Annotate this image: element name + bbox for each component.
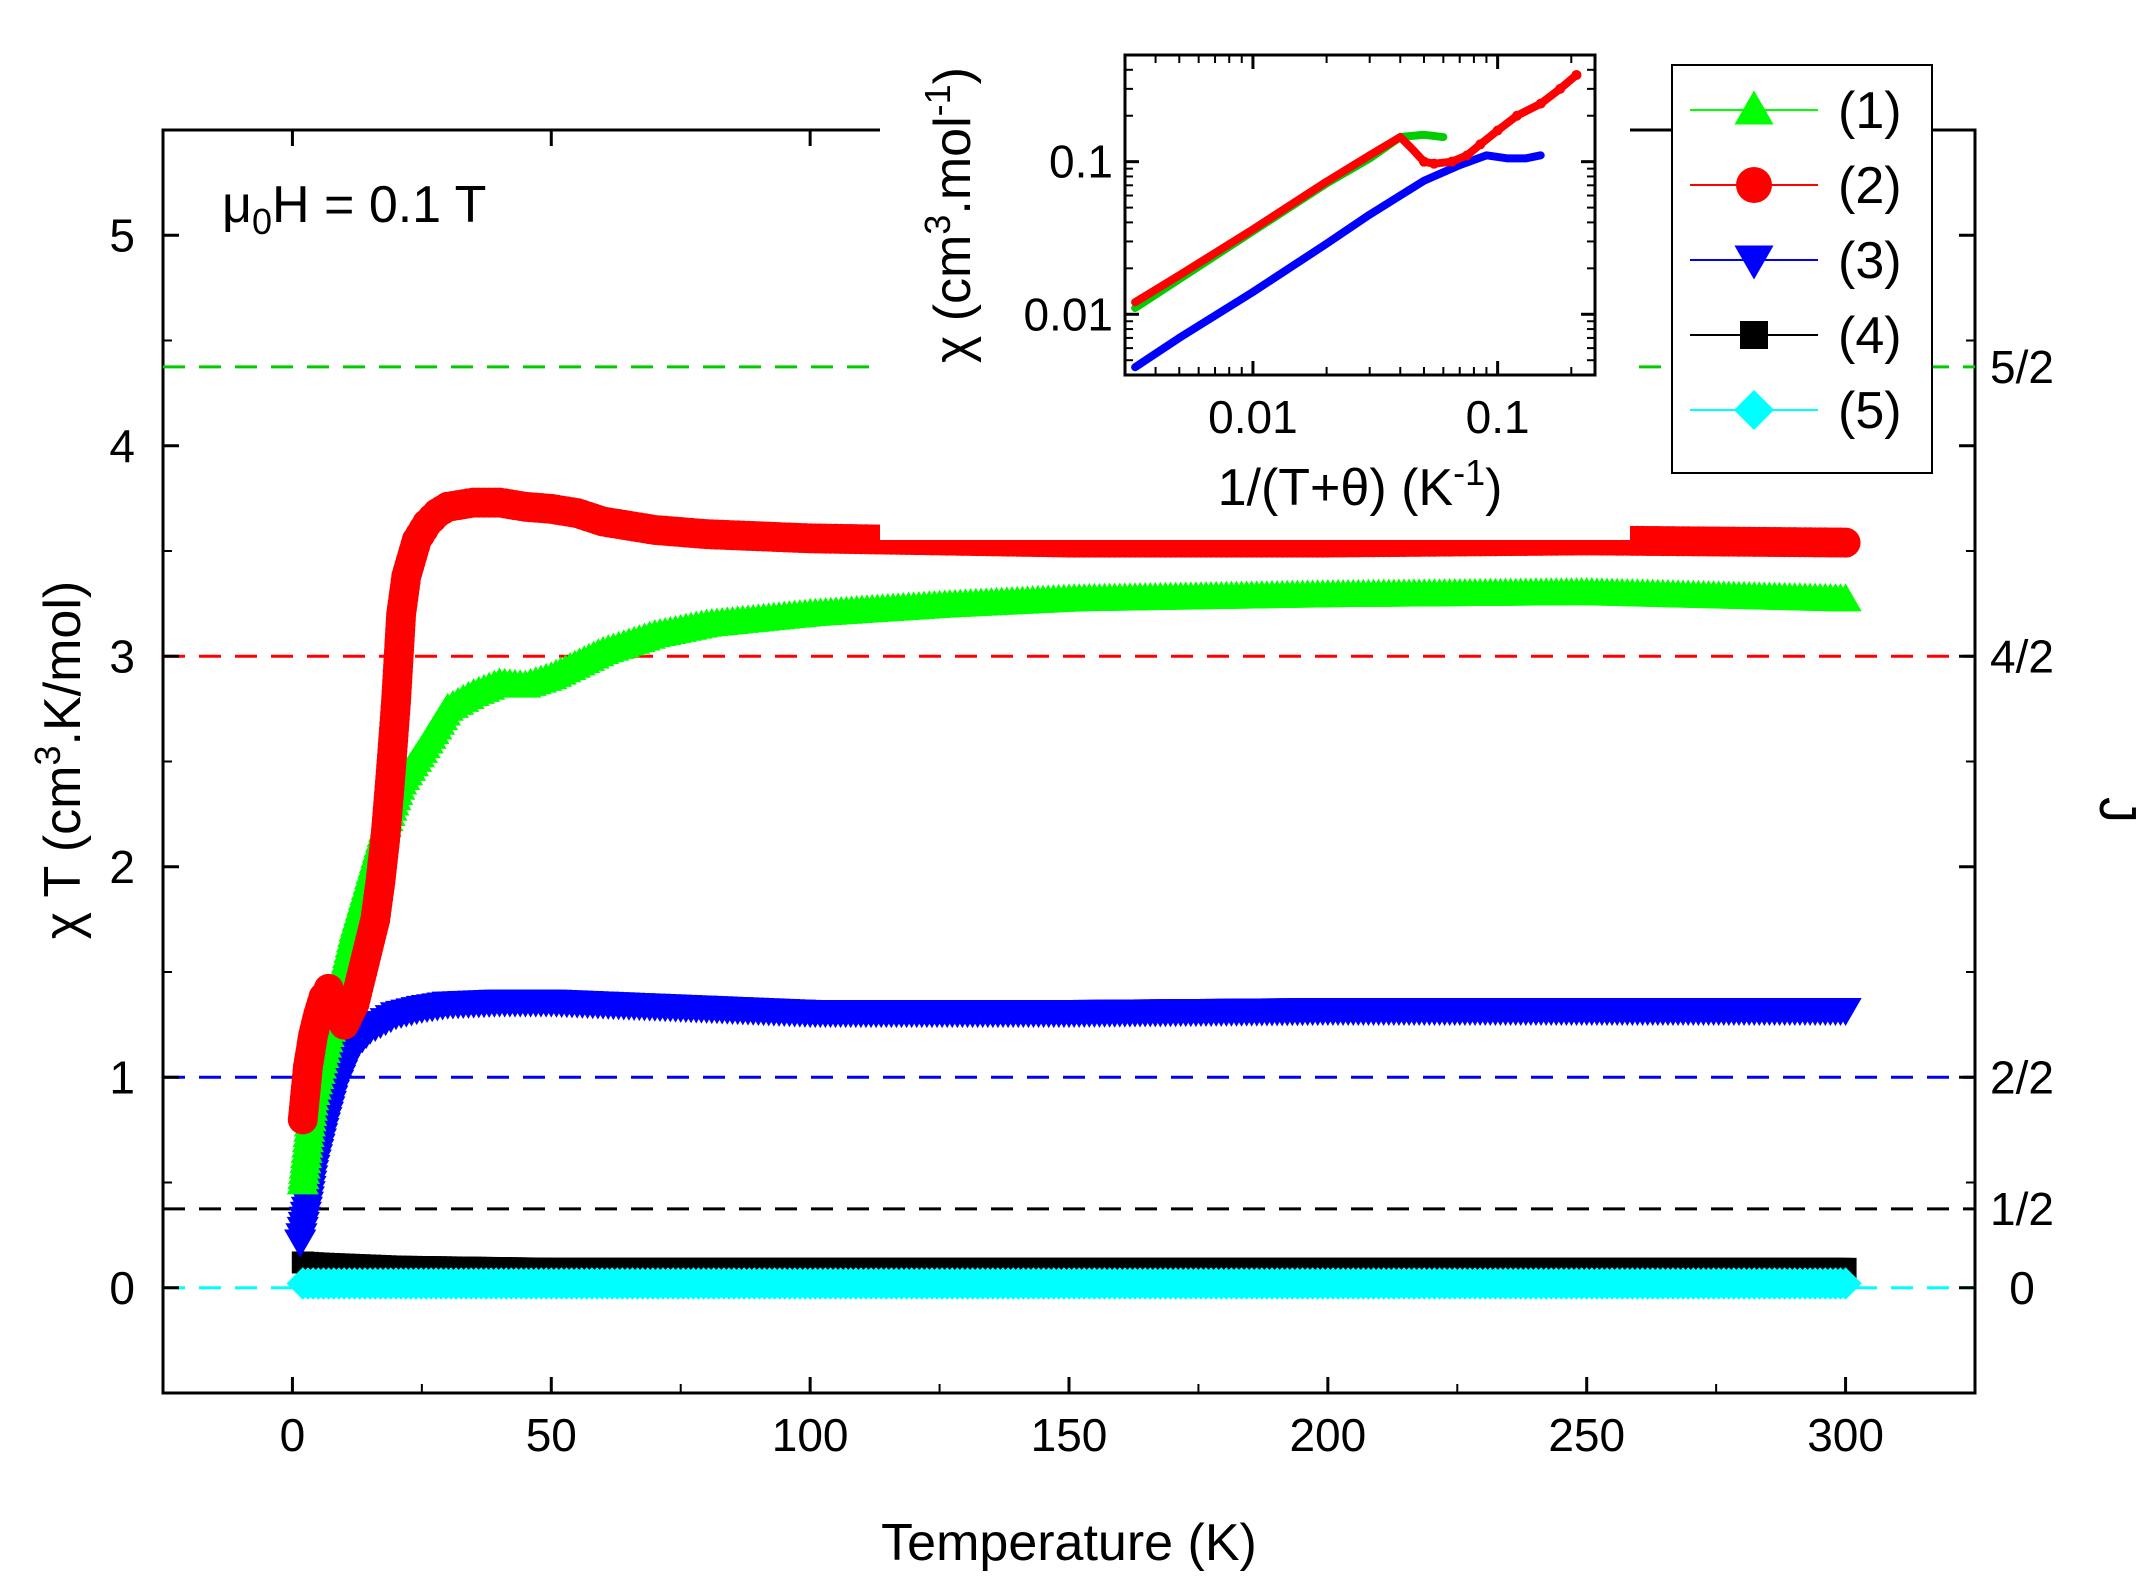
x-tick-label: 50	[526, 1409, 577, 1461]
legend-box	[1671, 64, 1933, 474]
x-tick-label: 300	[1807, 1409, 1884, 1461]
inset-data-point	[1492, 125, 1503, 136]
inset-data-point	[1462, 150, 1473, 161]
inset-data-point	[1446, 156, 1457, 167]
y-tick-label: 3	[109, 630, 135, 682]
inset-y-tick-label: 0.1	[1049, 136, 1113, 188]
inset-series-line	[1131, 151, 1545, 372]
inset-series-group	[1131, 151, 1545, 372]
inset-data-point	[1418, 156, 1429, 167]
series-group	[286, 1267, 1862, 1300]
legend-marker	[1740, 321, 1768, 349]
inset-data-point	[1429, 158, 1440, 169]
inset-y-title-part3: )	[924, 67, 982, 84]
y-tick-label: 1	[109, 1051, 135, 1103]
x-tick-label: 250	[1548, 1409, 1625, 1461]
inset-x-title-part2: )	[1485, 459, 1502, 517]
inset-y-axis-title: χ (cm3.mol-1)	[917, 67, 982, 363]
y-tick-label: 4	[109, 420, 135, 472]
x-tick-label: 0	[280, 1409, 306, 1461]
inset-y-title-sup1: 3	[917, 215, 958, 235]
y-tick-label: 5	[109, 209, 135, 261]
legend-label: (2)	[1838, 157, 1902, 215]
y-tick-label: 2	[109, 841, 135, 893]
main-y2-axis-title: J	[2088, 797, 2142, 823]
series-group	[286, 577, 1862, 1195]
field-annotation: μ0H = 0.1 T	[222, 176, 486, 242]
inset-x-tick-label: 0.1	[1466, 391, 1530, 443]
inset-data-point	[1555, 83, 1566, 94]
legend-marker	[1734, 245, 1774, 280]
x-tick-label: 100	[772, 1409, 849, 1461]
y-tick-label: 0	[109, 1262, 135, 1314]
reference-line-label: 1/2	[1990, 1183, 2054, 1235]
inset-x-axis-title: 1/(T+θ) (K-1)	[1218, 452, 1503, 517]
inset-x-tick-label: 0.01	[1208, 391, 1298, 443]
legend-label: (5)	[1838, 382, 1902, 440]
legend-marker	[1736, 167, 1772, 203]
inset-x-title-sup: -1	[1453, 452, 1485, 493]
data-point	[1829, 1267, 1862, 1300]
reference-line-label: 0	[2009, 1262, 2035, 1314]
inset-y-title-part1: χ (cm	[924, 235, 982, 363]
annotation-rest: H = 0.1 T	[272, 176, 486, 234]
inset-y-title-sup2: -1	[917, 84, 958, 116]
inset-data-point	[1475, 139, 1486, 150]
inset-data-point	[1535, 98, 1546, 109]
data-point	[1829, 997, 1862, 1026]
x-tick-label: 150	[1031, 1409, 1108, 1461]
x-tick-label: 200	[1289, 1409, 1366, 1461]
reference-line-label: 2/2	[1990, 1051, 2054, 1103]
main-x-axis-title: Temperature (K)	[881, 1514, 1257, 1572]
y-title-part2: .K/mol)	[34, 581, 92, 746]
series-line	[299, 1000, 1846, 1242]
legend-label: (3)	[1838, 232, 1902, 290]
inset-data-point	[1571, 69, 1582, 80]
series-group	[284, 989, 1862, 1258]
legend-marker	[1734, 390, 1774, 430]
legend-marker	[1734, 90, 1774, 125]
y-title-sup: 3	[27, 746, 68, 766]
legend-label: (4)	[1838, 307, 1902, 365]
reference-line-label: 4/2	[1990, 630, 2054, 682]
legend-label: (1)	[1838, 82, 1902, 140]
reference-line-label: 5/2	[1990, 341, 2054, 393]
data-point	[1829, 583, 1862, 612]
inset-y-tick-label: 0.01	[1023, 288, 1113, 340]
data-point	[1830, 527, 1861, 558]
inset-y-title-part2: .mol	[924, 116, 982, 214]
inset-series-group	[1131, 69, 1582, 307]
inset-data-point	[1512, 110, 1523, 121]
main-y-axis-title: χ T (cm3.K/mol)	[27, 581, 92, 939]
annotation-mu: μ	[222, 176, 252, 234]
y-title-part1: χ T (cm	[34, 766, 92, 940]
inset-x-title-part1: 1/(T+θ) (K	[1218, 459, 1454, 517]
annotation-sub: 0	[252, 201, 272, 242]
